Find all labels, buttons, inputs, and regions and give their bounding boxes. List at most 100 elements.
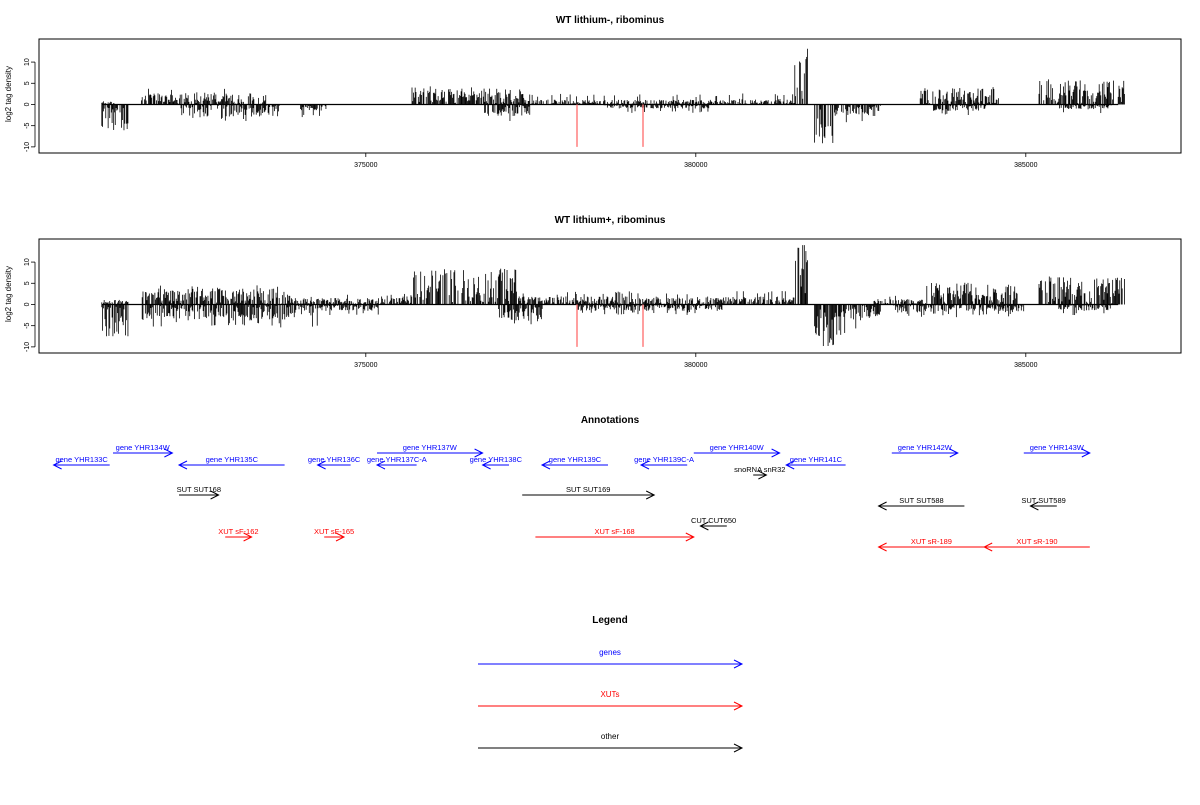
x-tick-label: 375000	[354, 362, 377, 369]
feature-arrow: gene YHR141C	[785, 455, 846, 470]
y-axis-label: log2 tag density	[4, 266, 13, 322]
feature-arrow: XUT sF-168	[535, 527, 695, 542]
feature-arrow: gene YHR137W	[377, 443, 484, 458]
arrow-head	[210, 490, 220, 500]
y-tick-label: 0	[24, 102, 31, 106]
arrow-head	[316, 460, 326, 470]
arrow-head	[949, 448, 959, 458]
y-tick-label: 10	[24, 58, 31, 66]
legend-panel: Legend genes XUTs other	[478, 615, 744, 753]
feature-arrow: CUT CUT650	[691, 516, 736, 531]
feature-label: XUT sF-165	[314, 527, 354, 536]
feature-arrow: gene YHR139C	[540, 455, 608, 470]
legend-entries: genes XUTs other	[478, 648, 744, 753]
arrow-head	[164, 448, 174, 458]
arrow-head	[733, 659, 744, 669]
feature-label: XUT sF-168	[594, 527, 634, 536]
feature-arrow: gene YHR140W	[693, 443, 781, 458]
feature-arrow: gene YHR136C	[308, 455, 361, 470]
axes: -10 -5 0 5 10 375000 380000 385000	[24, 258, 1038, 369]
signal-bars	[101, 48, 1125, 147]
feature-arrows: gene YHR133C gene YHR134W gene YHR135C gene…	[52, 443, 1091, 552]
feature-arrow: gene YHR133C	[52, 455, 110, 470]
legend-entry: XUTs	[478, 690, 744, 711]
feature-arrow: gene YHR134W	[113, 443, 174, 458]
arrow-head	[733, 743, 744, 753]
plot-frame	[38, 38, 1182, 154]
arrow-head	[481, 460, 491, 470]
feature-arrow: SUT SUT168	[177, 485, 221, 500]
feature-arrow: SUT SUT169	[522, 485, 656, 500]
arrow-head	[474, 448, 484, 458]
arrow-head	[335, 532, 346, 542]
feature-label: CUT CUT650	[691, 516, 736, 525]
arrow-head	[699, 521, 709, 531]
feature-arrow: XUT sR-190	[983, 537, 1090, 552]
track-panel-lithium-plus: WT lithium+, ribominus log2 tag density …	[4, 215, 1182, 369]
panel-title: WT lithium+, ribominus	[555, 215, 666, 226]
y-tick-label: 5	[24, 81, 31, 85]
legend-entry: other	[478, 732, 744, 753]
feature-label: XUT sF-162	[218, 527, 258, 536]
feature-arrow: gene YHR135C	[177, 455, 285, 470]
feature-label: XUT sR-189	[911, 537, 952, 546]
x-tick-label: 380000	[684, 362, 707, 369]
feature-arrow: XUT sF-162	[218, 527, 259, 542]
feature-label: gene YHR135C	[206, 455, 259, 464]
x-tick-label: 380000	[684, 162, 707, 169]
feature-arrow: gene YHR143W	[1023, 443, 1091, 458]
feature-label: gene YHR133C	[55, 455, 108, 464]
arrow-head	[685, 532, 695, 542]
feature-label: gene YHR141C	[790, 455, 843, 464]
feature-label: SUT SUT588	[899, 496, 943, 505]
legend-label: genes	[599, 648, 621, 657]
arrow-head	[243, 532, 253, 542]
signal-bars	[101, 245, 1125, 347]
y-tick-label: -5	[24, 122, 31, 128]
feature-label: gene YHR136C	[308, 455, 361, 464]
arrow-head	[1029, 501, 1039, 511]
feature-label: SUT SUT168	[177, 485, 221, 494]
arrow-head	[983, 542, 993, 552]
y-tick-label: 10	[24, 258, 31, 266]
arrow-head	[733, 701, 744, 711]
arrow-head	[1081, 448, 1091, 458]
plot-frame	[38, 238, 1182, 354]
legend-entry: genes	[478, 648, 744, 669]
y-axis-label: log2 tag density	[4, 66, 13, 122]
track-panel-lithium-minus: WT lithium-, ribominus log2 tag density …	[4, 15, 1182, 169]
y-tick-label: -10	[24, 342, 31, 352]
arrow-head	[877, 501, 887, 511]
feature-label: gene YHR140W	[710, 443, 765, 452]
feature-label: gene YHR142W	[898, 443, 953, 452]
arrow-head	[52, 460, 62, 470]
feature-arrow: SUT SUT588	[877, 496, 965, 511]
arrow-head	[771, 448, 781, 458]
legend-label: XUTs	[600, 690, 619, 699]
feature-arrow: gene YHR138C	[470, 455, 523, 470]
feature-label: snoRNA snR32	[734, 465, 785, 474]
arrow-head	[540, 460, 551, 470]
x-tick-label: 385000	[1014, 162, 1037, 169]
axes: -10 -5 0 5 10 375000 380000 385000	[24, 58, 1038, 169]
feature-arrow: SUT SUT589	[1021, 496, 1066, 511]
feature-label: gene YHR139C	[549, 455, 602, 464]
arrow-head	[877, 542, 887, 552]
feature-label: gene YHR137W	[403, 443, 458, 452]
feature-label: SUT SUT589	[1021, 496, 1065, 505]
legend-label: other	[601, 732, 620, 741]
feature-arrow: gene YHR137C-A	[367, 455, 427, 470]
feature-arrow: snoRNA snR32	[734, 465, 785, 480]
feature-label: gene YHR143W	[1030, 443, 1085, 452]
annotations-title: Annotations	[581, 415, 640, 426]
feature-label: SUT SUT169	[566, 485, 610, 494]
arrow-head	[785, 460, 795, 470]
feature-label: gene YHR137C-A	[367, 455, 427, 464]
arrow-head	[645, 490, 656, 500]
feature-label: gene YHR139C-A	[634, 455, 694, 464]
feature-arrow: gene YHR142W	[891, 443, 959, 458]
feature-arrow: XUT sR-189	[877, 537, 985, 552]
feature-label: XUT sR-190	[1016, 537, 1057, 546]
arrow-head	[375, 460, 386, 470]
y-tick-label: -5	[24, 322, 31, 328]
